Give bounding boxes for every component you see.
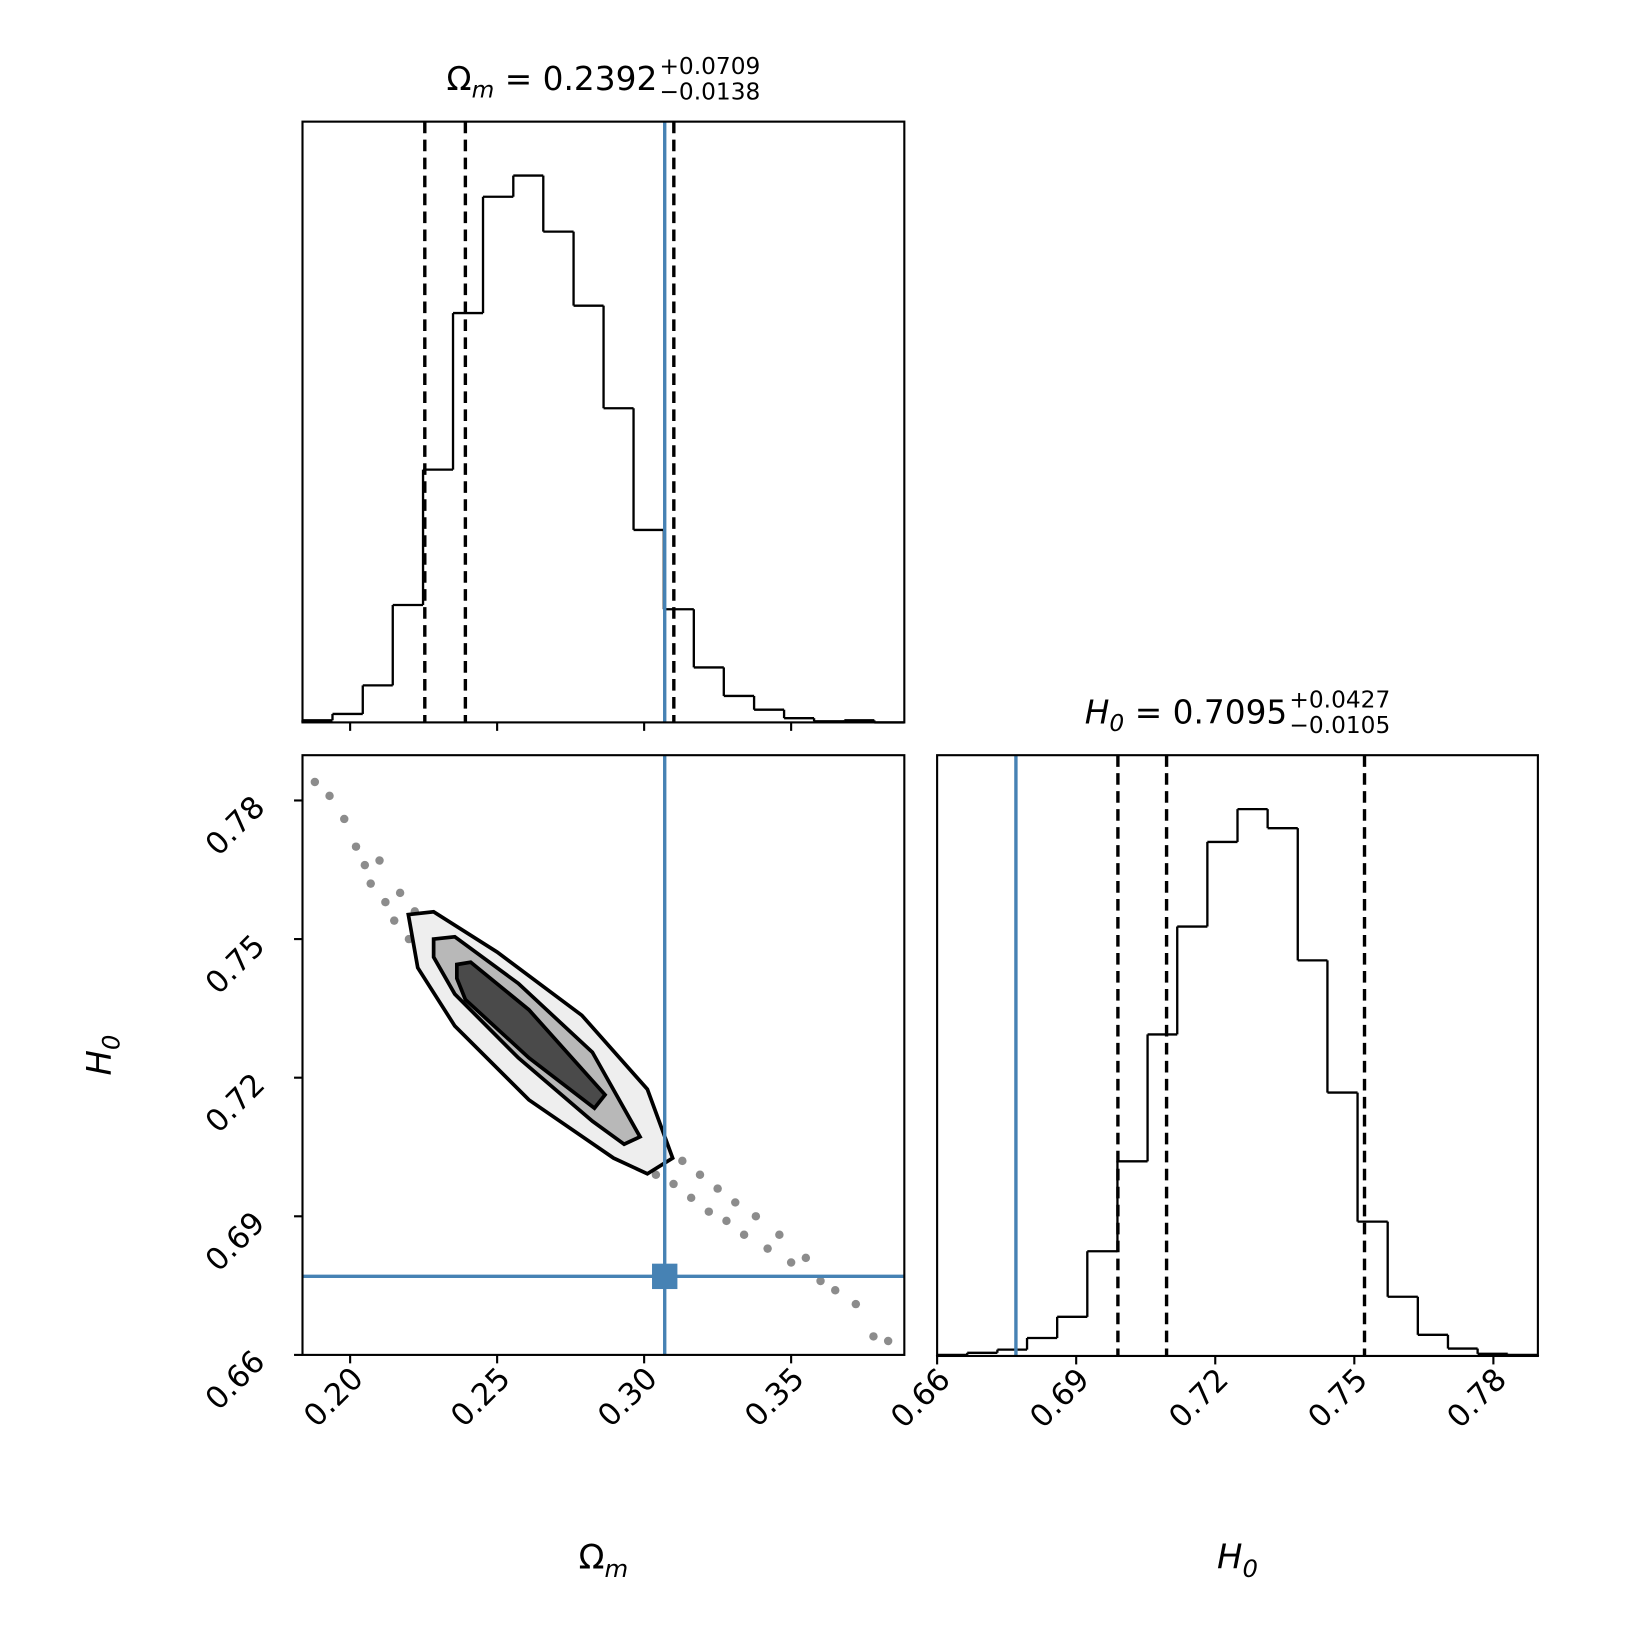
- scatter-panel: 0.66 0.69 0.72 0.75 0.78 0.20 0.25 0.30 0.35 Ωm H0: [80, 754, 906, 1583]
- sample-point: [883, 1336, 893, 1346]
- sample-point: [731, 1198, 740, 1207]
- x-axis-label-base: H: [1217, 1538, 1242, 1577]
- sample-point: [375, 856, 384, 865]
- title-main: Ωm = 0.2392: [447, 60, 658, 103]
- sample-point: [751, 1212, 761, 1221]
- x-tick-label: 0.75: [1302, 1362, 1375, 1435]
- sample-point: [340, 814, 349, 824]
- sample-point: [351, 842, 361, 851]
- sample-point: [816, 1276, 825, 1286]
- x-axis-label: Ωm: [579, 1538, 629, 1583]
- sample-point: [651, 1170, 661, 1179]
- sample-point: [786, 1258, 796, 1267]
- x-tick-label: 0.72: [1163, 1362, 1236, 1435]
- sample-point: [739, 1230, 749, 1240]
- y-tick-label: 0.72: [199, 1067, 272, 1140]
- sample-point: [310, 777, 320, 787]
- panel-frame: [301, 120, 906, 724]
- x-tick-label: 0.69: [1024, 1362, 1097, 1435]
- y-tick-label: 0.69: [199, 1206, 272, 1279]
- sample-point: [325, 791, 334, 801]
- x-tick-label: 0.35: [739, 1361, 812, 1434]
- x-axis-label-sub: m: [604, 1554, 628, 1583]
- x-tick-label: 0.30: [592, 1361, 665, 1434]
- y-tick-label: 0.75: [199, 928, 272, 1001]
- sample-point: [695, 1170, 705, 1179]
- sample-point: [381, 897, 390, 907]
- y-tick-label: 0.66: [199, 1344, 272, 1417]
- x-tick-label: 0.78: [1441, 1362, 1514, 1435]
- title-value: = 0.7095: [1135, 693, 1288, 731]
- y-axis-label-base: H: [80, 1050, 119, 1075]
- sample-point: [713, 1184, 722, 1193]
- sample-point: [801, 1253, 811, 1263]
- title-lower: −0.0105: [1289, 712, 1390, 739]
- panel-frame: [301, 754, 906, 1356]
- title-base: H: [1085, 693, 1110, 731]
- title-main: H0 = 0.7095: [1085, 693, 1288, 736]
- title-sub: 0: [1109, 710, 1124, 737]
- contour: [455, 960, 608, 1111]
- sample-point: [704, 1207, 714, 1216]
- x-axis-label-sub: 0: [1242, 1554, 1257, 1583]
- y-tick-label: 0.78: [199, 790, 272, 863]
- title-value: = 0.2392: [505, 60, 658, 98]
- x-axis-label-base: Ω: [579, 1538, 605, 1577]
- sample-point: [722, 1216, 731, 1226]
- y-axis-label-sub: 0: [97, 1035, 126, 1050]
- panel-title: Ωm = 0.2392 +0.0709−0.0138: [447, 53, 761, 105]
- truth-marker: [652, 1263, 678, 1290]
- sample-point: [831, 1285, 840, 1295]
- sample-point: [775, 1230, 784, 1240]
- sample-point: [678, 1156, 687, 1166]
- x-axis-label: H0: [1217, 1538, 1258, 1583]
- panel-title: H0 = 0.7095 +0.0427−0.0105: [1085, 687, 1391, 739]
- x-tick-label: 0.25: [445, 1361, 518, 1434]
- sample-point: [366, 879, 375, 888]
- x-tick-label: 0.66: [885, 1362, 958, 1435]
- title-base: Ω: [447, 60, 472, 98]
- sample-point: [851, 1299, 861, 1309]
- title-sub: m: [472, 76, 495, 103]
- sample-point: [763, 1244, 772, 1253]
- sample-point: [669, 1179, 678, 1189]
- title-upper: +0.0709: [659, 53, 760, 80]
- title-lower: −0.0138: [659, 78, 760, 105]
- sample-point: [686, 1193, 696, 1203]
- x-tick-label: 0.20: [298, 1361, 371, 1434]
- sample-point: [395, 888, 405, 898]
- sample-point: [389, 916, 399, 925]
- y-axis-label: H0: [80, 1035, 125, 1076]
- title-upper: +0.0427: [1289, 687, 1390, 714]
- panel-frame: [936, 754, 1539, 1358]
- sample-point: [360, 860, 370, 870]
- histogram-panel: Ωm = 0.2392 +0.0709−0.0138: [301, 53, 906, 731]
- sample-point: [869, 1332, 878, 1341]
